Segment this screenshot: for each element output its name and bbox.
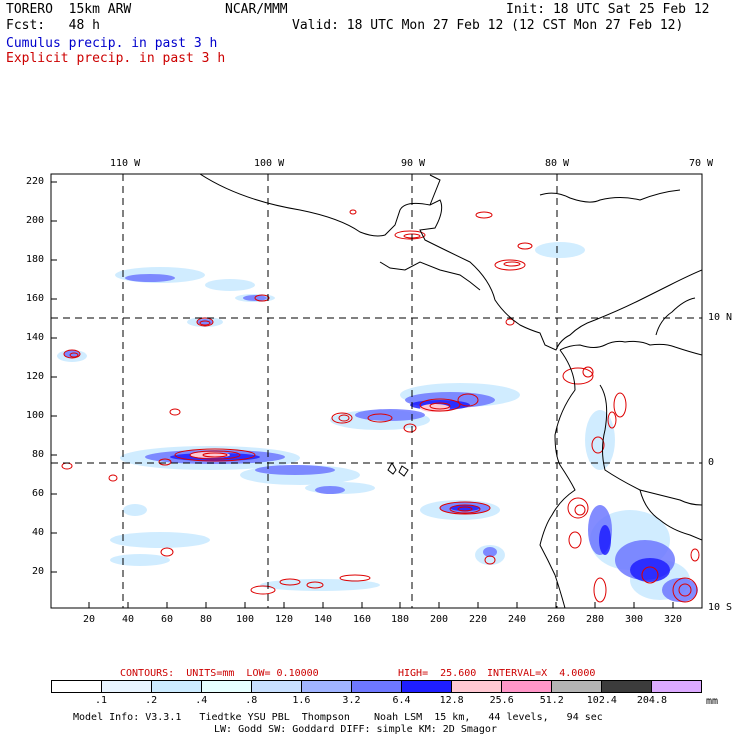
explicit-caption: Explicit precip. in past 3 h xyxy=(6,51,226,66)
x-tick: 20 xyxy=(83,614,96,625)
x-tick: 180 xyxy=(391,614,410,625)
lon-label-90w: 90 W xyxy=(401,158,426,169)
legend-swatch xyxy=(352,681,402,692)
legend-label: 204.8 xyxy=(636,695,667,706)
legend-label: .4 xyxy=(195,695,208,706)
legend-label: 102.4 xyxy=(586,695,617,706)
legend-label: .1 xyxy=(95,695,108,706)
y-tick: 80 xyxy=(32,449,45,460)
x-tick: 120 xyxy=(275,614,294,625)
color-legend xyxy=(51,680,702,693)
legend-label: 25.6 xyxy=(489,695,514,706)
legend-swatch xyxy=(202,681,252,692)
valid-time: Valid: 18 UTC Mon 27 Feb 12 (12 CST Mon … xyxy=(292,18,684,33)
legend-swatch xyxy=(52,681,102,692)
legend-unit: mm xyxy=(706,696,719,707)
legend-label: .2 xyxy=(145,695,158,706)
legend-label: .8 xyxy=(245,695,258,706)
y-tick: 200 xyxy=(26,215,45,226)
x-tick: 240 xyxy=(508,614,527,625)
legend-label: 3.2 xyxy=(342,695,361,706)
lon-label-70w: 70 W xyxy=(689,158,714,169)
graticule xyxy=(51,174,702,608)
cumulus-caption: Cumulus precip. in past 3 h xyxy=(6,36,218,51)
map-frame xyxy=(50,173,703,609)
legend-swatch xyxy=(302,681,352,692)
x-tick: 40 xyxy=(122,614,135,625)
contour-high: HIGH= 25.600 xyxy=(398,668,477,679)
contour-interval: INTERVAL=X 4.0000 xyxy=(487,668,596,679)
coastlines xyxy=(199,174,702,608)
legend-swatch xyxy=(502,681,552,692)
x-tick: 280 xyxy=(586,614,605,625)
physics-info: LW: Godd SW: Goddard DIFF: simple KM: 2D… xyxy=(214,724,497,735)
legend-swatch xyxy=(602,681,652,692)
y-tick: 160 xyxy=(26,293,45,304)
x-tick: 260 xyxy=(547,614,566,625)
lat-label-10n: 10 N xyxy=(708,312,733,323)
lon-label-80w: 80 W xyxy=(545,158,570,169)
x-tick: 200 xyxy=(430,614,449,625)
x-tick: 140 xyxy=(314,614,333,625)
x-tick: 60 xyxy=(161,614,174,625)
legend-swatch xyxy=(102,681,152,692)
legend-label: 1.6 xyxy=(292,695,311,706)
y-tick: 60 xyxy=(32,488,45,499)
x-tick: 300 xyxy=(625,614,644,625)
legend-swatch xyxy=(452,681,502,692)
y-tick: 20 xyxy=(32,566,45,577)
org-label: NCAR/MMM xyxy=(225,2,288,17)
legend-label: 6.4 xyxy=(392,695,411,706)
y-tick: 100 xyxy=(26,410,45,421)
forecast-hour: Fcst: 48 h xyxy=(6,18,100,33)
x-tick: 160 xyxy=(353,614,372,625)
lat-label-10s: 10 S xyxy=(708,602,733,613)
y-tick: 40 xyxy=(32,527,45,538)
model-title: TORERO 15km ARW xyxy=(6,2,132,17)
legend-label: 51.2 xyxy=(539,695,564,706)
y-tick: 180 xyxy=(26,254,45,265)
model-info: Model Info: V3.3.1 Tiedtke YSU PBL Thomp… xyxy=(73,712,603,723)
contour-info: CONTOURS: UNITS=mm LOW= 0.10000 xyxy=(120,668,319,679)
x-tick: 320 xyxy=(664,614,683,625)
x-tick: 100 xyxy=(236,614,255,625)
legend-swatch xyxy=(152,681,202,692)
explicit-precip-contours xyxy=(61,209,700,603)
axis-ticks xyxy=(51,181,674,608)
lat-label-0: 0 xyxy=(708,457,715,468)
y-tick: 220 xyxy=(26,176,45,187)
legend-label: 12.8 xyxy=(439,695,464,706)
x-tick: 80 xyxy=(200,614,213,625)
precip-field xyxy=(57,174,702,608)
y-tick: 120 xyxy=(26,371,45,382)
lon-label-100w: 100 W xyxy=(254,158,285,169)
x-tick: 220 xyxy=(469,614,488,625)
lon-label-110w: 110 W xyxy=(110,158,141,169)
legend-swatch xyxy=(252,681,302,692)
y-tick: 140 xyxy=(26,332,45,343)
legend-swatch xyxy=(552,681,602,692)
legend-swatch xyxy=(402,681,452,692)
legend-swatch xyxy=(652,681,701,692)
init-time: Init: 18 UTC Sat 25 Feb 12 xyxy=(506,2,710,17)
